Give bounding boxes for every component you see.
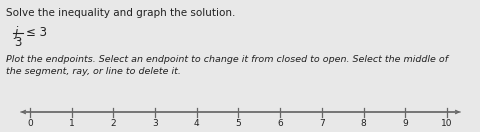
- Text: 5: 5: [235, 119, 241, 128]
- Text: j: j: [14, 26, 17, 39]
- Text: 0: 0: [27, 119, 33, 128]
- Text: Plot the endpoints. Select an endpoint to change it from closed to open. Select : Plot the endpoints. Select an endpoint t…: [6, 55, 447, 77]
- Text: ≤ 3: ≤ 3: [26, 26, 47, 39]
- Text: 3: 3: [14, 36, 21, 49]
- Text: 7: 7: [318, 119, 324, 128]
- Text: 3: 3: [152, 119, 157, 128]
- Text: 10: 10: [440, 119, 452, 128]
- Text: 2: 2: [110, 119, 116, 128]
- Text: Solve the inequality and graph the solution.: Solve the inequality and graph the solut…: [6, 8, 235, 18]
- Text: 4: 4: [193, 119, 199, 128]
- Text: 8: 8: [360, 119, 366, 128]
- Text: 9: 9: [402, 119, 408, 128]
- Text: 1: 1: [69, 119, 74, 128]
- Text: 6: 6: [277, 119, 283, 128]
